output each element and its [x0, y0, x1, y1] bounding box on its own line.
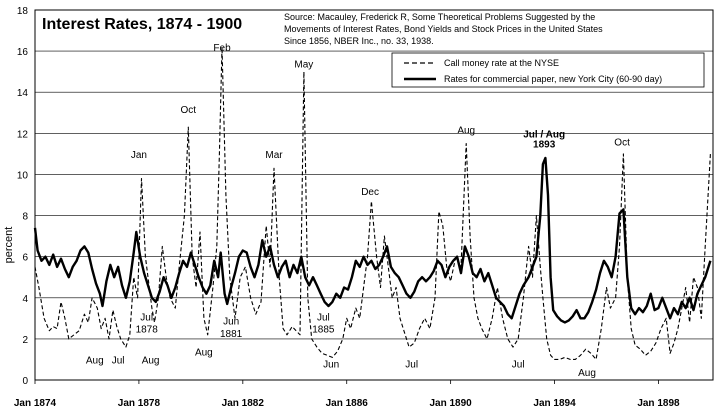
annotation-label-5: Dec — [361, 187, 379, 198]
annotation-label-12: Jul — [140, 312, 153, 323]
x-tick-label-3: Jan 1886 — [326, 398, 369, 409]
series-line-commercial-paper — [33, 156, 712, 324]
legend-label-commercial-paper: Rates for commercial paper, new York Cit… — [444, 74, 662, 84]
legend: Call money rate at the NYSE Rates for co… — [391, 52, 705, 88]
x-tick-label-4: Jan 1890 — [429, 398, 472, 409]
plot-frame — [34, 9, 714, 381]
source-line-3: Since 1856, NBER Inc., no. 33, 1938. — [284, 36, 434, 46]
annotation-label-16: Jun — [223, 317, 239, 328]
x-tick-label-2: Jan 1882 — [222, 398, 265, 409]
annotation-label-6: Aug — [457, 125, 475, 136]
annotation-label-2: Feb — [213, 43, 231, 54]
x-tick-label-5: Jan 1894 — [533, 398, 576, 409]
legend-label-call-money: Call money rate at the NYSE — [444, 58, 559, 68]
x-tick-label-1: Jan 1878 — [118, 398, 161, 409]
annotation-label-22: Jul — [512, 360, 525, 371]
y-tick-label-7: 14 — [17, 88, 29, 99]
x-axis-ticks: Jan 1874 Jan 1878 Jan 1882 Jan 1886 Jan 1890… — [14, 380, 680, 409]
series-line-call-money — [34, 46, 711, 360]
y-tick-label-6: 12 — [17, 129, 29, 140]
annotation-label-9: Oct — [614, 138, 630, 149]
y-axis-ticks: 0 2 4 6 8 10 12 14 16 18 — [17, 6, 29, 387]
y-tick-label-1: 2 — [22, 335, 28, 346]
annotation-label-8: 1893 — [533, 140, 556, 151]
annotation-label-14: Aug — [142, 356, 160, 367]
annotation-label-13: 1878 — [136, 325, 159, 336]
y-axis-label: percent — [3, 227, 15, 264]
series-layer — [33, 46, 712, 360]
y-tick-label-9: 18 — [17, 6, 29, 17]
y-tick-label-2: 4 — [22, 294, 28, 305]
gridlines — [35, 50, 713, 340]
annotation-label-4: May — [294, 60, 313, 71]
y-tick-label-3: 6 — [22, 253, 28, 264]
annotation-label-21: Jul — [405, 360, 418, 371]
annotation-label-10: Aug — [86, 356, 104, 367]
annotation-label-17: 1881 — [220, 329, 243, 340]
annotation-label-19: 1885 — [312, 325, 335, 336]
x-tick-label-6: Jan 1898 — [637, 398, 680, 409]
annotation-label-20: Jun — [323, 360, 339, 371]
annotation-label-3: Mar — [265, 150, 283, 161]
annotation-label-1: Oct — [180, 105, 196, 116]
y-tick-label-4: 8 — [22, 212, 28, 223]
annotation-label-7: Jul / Aug — [523, 129, 565, 140]
annotation-label-23: Aug — [578, 368, 596, 379]
annotation-label-0: Jan — [131, 150, 147, 161]
annotation-label-15: Aug — [195, 347, 213, 358]
y-tick-label-0: 0 — [22, 376, 28, 387]
chart-title: Interest Rates, 1874 - 1900 — [42, 16, 242, 33]
annotation-label-18: Jul — [317, 312, 330, 323]
y-tick-label-5: 10 — [17, 170, 29, 181]
x-tick-label-0: Jan 1874 — [14, 398, 57, 409]
legend-box — [391, 52, 705, 88]
annotation-label-11: Jul — [112, 356, 125, 367]
y-tick-label-8: 16 — [17, 47, 29, 58]
source-line-1: Source: Macauley, Frederick R, Some Theo… — [284, 12, 595, 22]
source-line-2: Movements of Interest Rates, Bond Yields… — [284, 24, 603, 34]
